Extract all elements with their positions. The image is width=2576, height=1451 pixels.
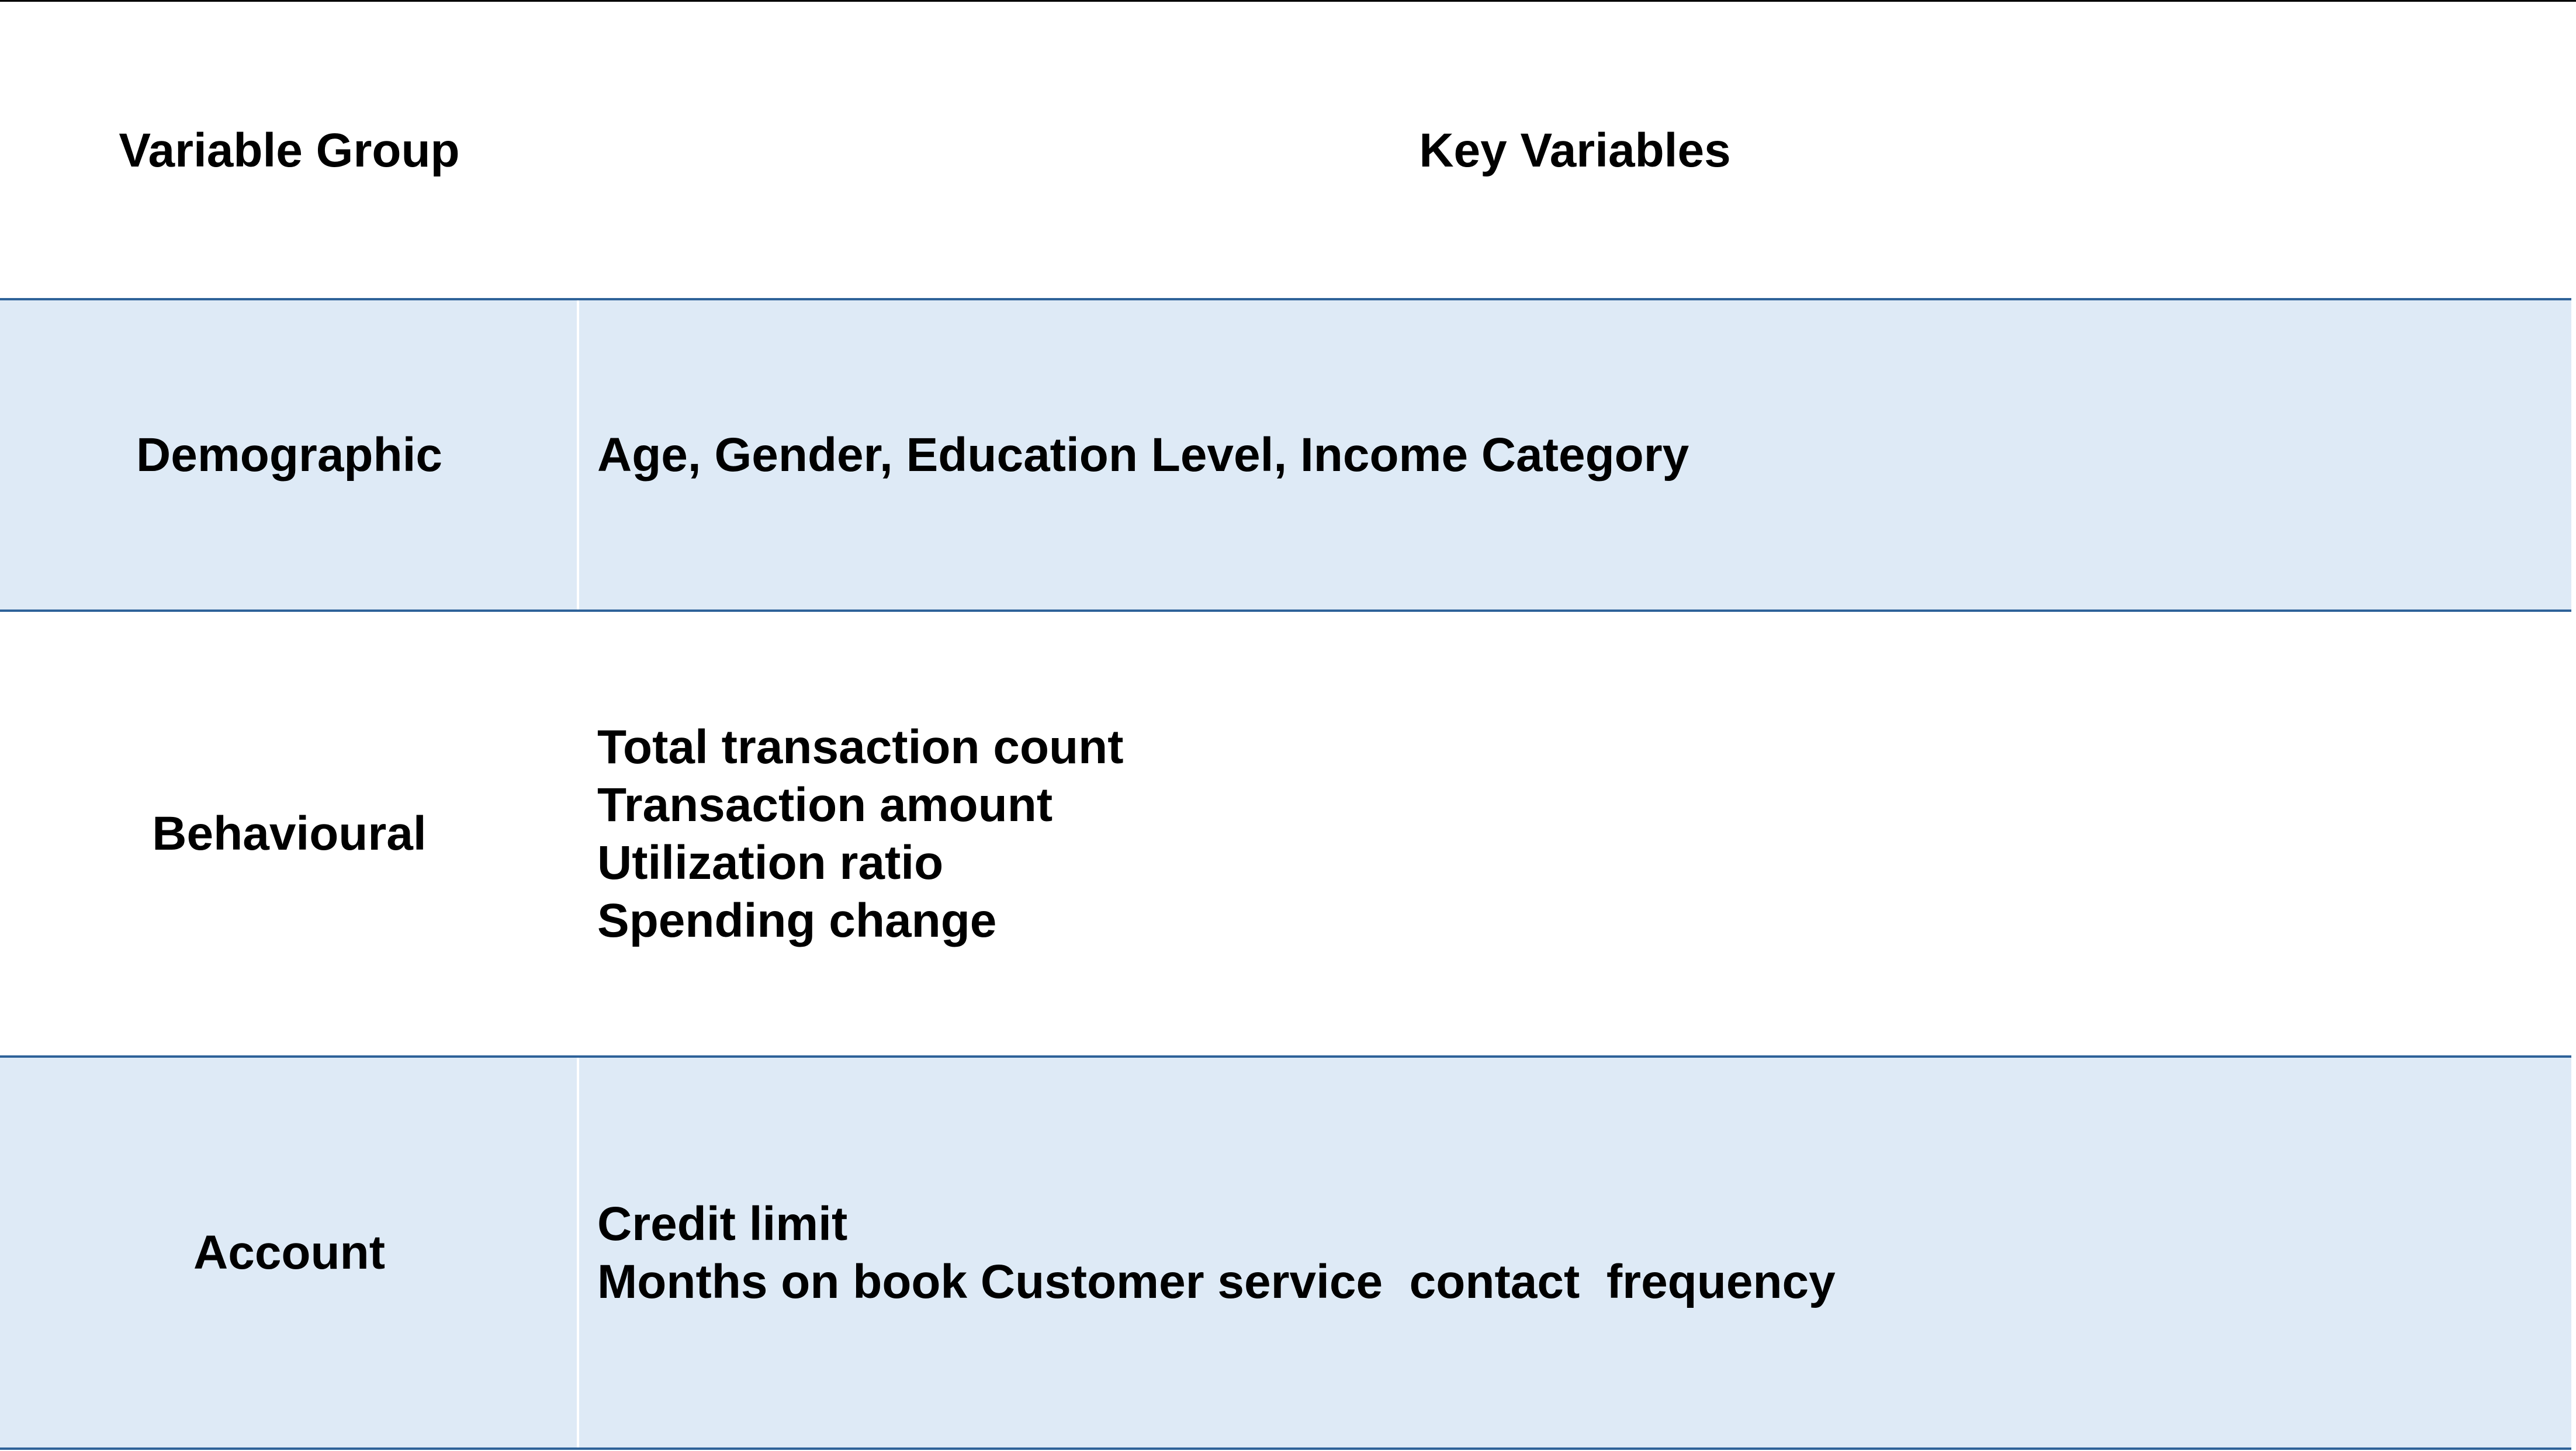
header-variable-group: Variable Group [119,123,460,177]
row-divider [0,298,2571,300]
row-variables: Total transaction count Transaction amou… [597,611,2571,1057]
row-variables: Age, Gender, Education Level, Income Cat… [597,299,2571,611]
variable-item: Credit limit [597,1197,848,1251]
row-divider [0,1055,2571,1058]
top-rule [0,0,2576,2]
header-key-variables: Key Variables [1419,123,1731,177]
table-header-row: Variable Group Key Variables [0,2,2571,299]
variable-item: Spending change [597,894,997,947]
column-divider [577,1058,579,1447]
row-group-label: Account [193,1226,385,1279]
table-row: Account Credit limit Months on book Cust… [0,1057,2571,1449]
table-row: Demographic Age, Gender, Education Level… [0,299,2571,611]
table-row: Behavioural Total transaction count Tran… [0,611,2571,1057]
variable-item: Transaction amount [597,778,1053,832]
variable-item: Utilization ratio [597,836,944,889]
variable-item: Age, Gender, Education Level, Income Cat… [597,428,1689,482]
variable-item: Months on book Customer service contact … [597,1255,1836,1308]
row-group-label: Behavioural [152,806,427,860]
row-divider [0,1447,2571,1450]
variable-item: Total transaction count [597,720,1124,774]
row-group-label: Demographic [136,428,442,482]
column-divider [577,300,579,610]
row-variables: Credit limit Months on book Customer ser… [597,1057,2571,1449]
row-divider [0,610,2571,612]
